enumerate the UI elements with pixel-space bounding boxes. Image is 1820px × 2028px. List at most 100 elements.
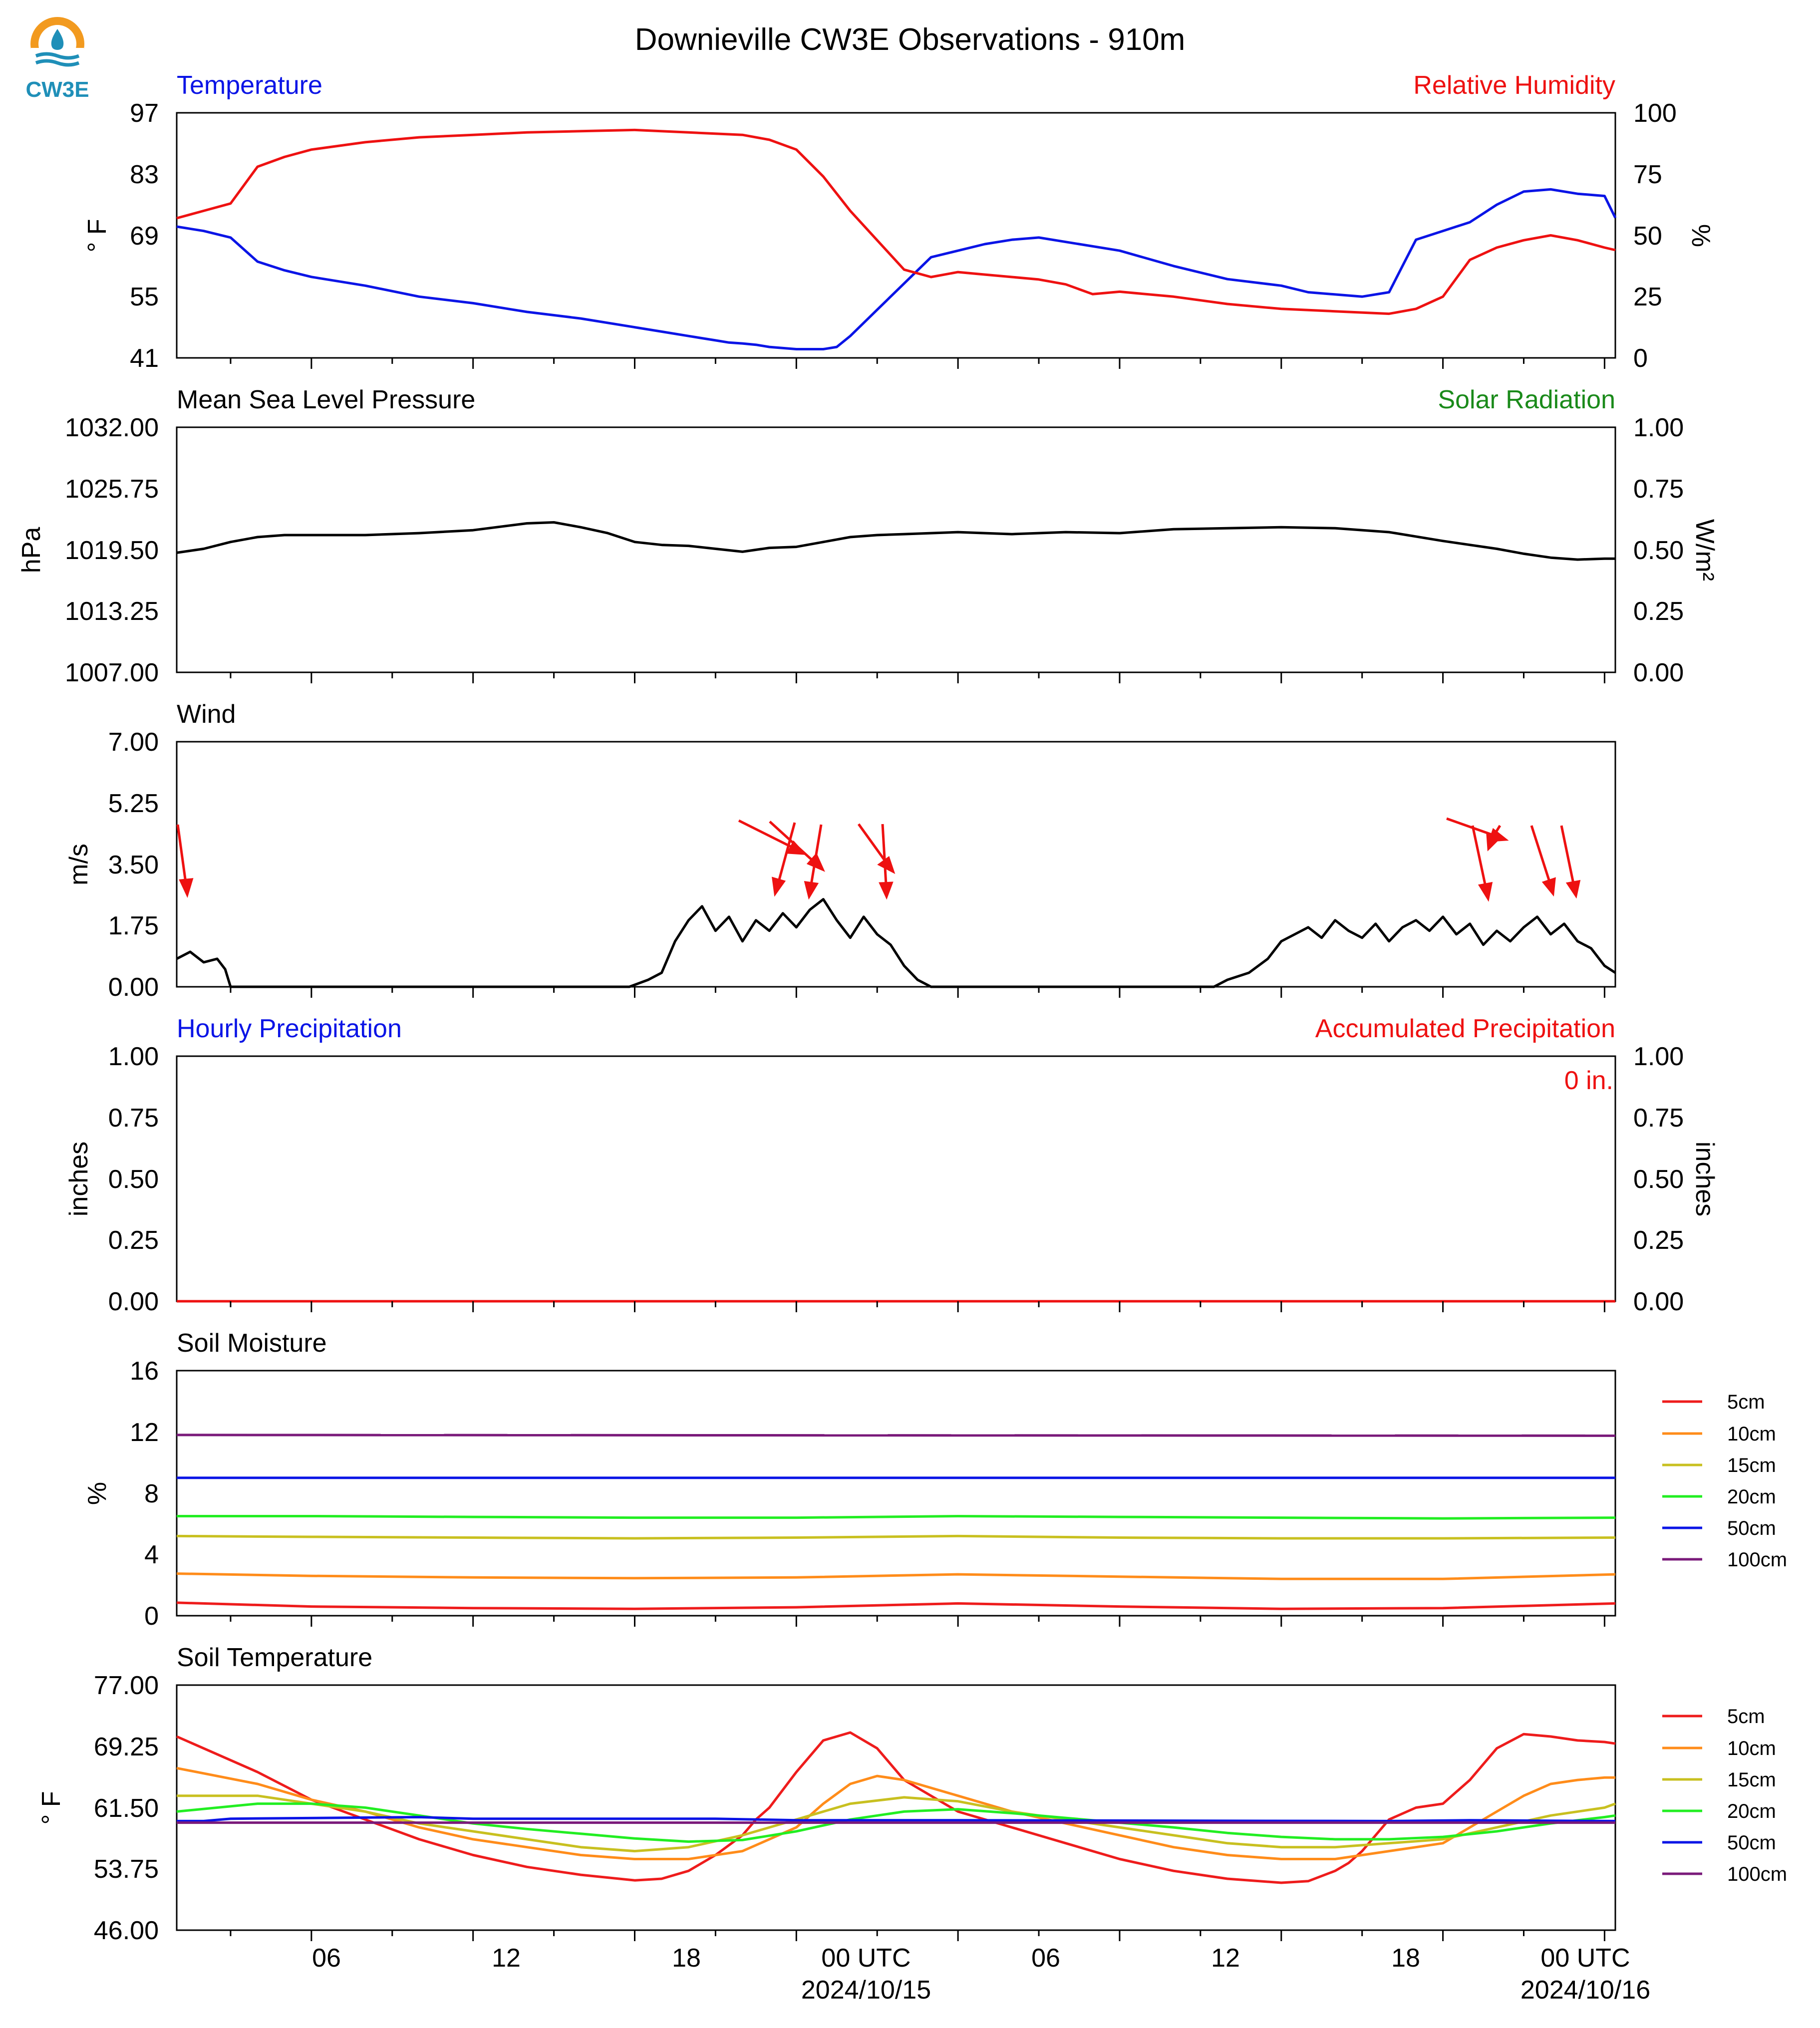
accum-precip-total: 0 in. — [1564, 1066, 1613, 1095]
water-drop-icon — [51, 29, 64, 50]
y-tick-label: 75 — [1633, 160, 1662, 189]
x-tick-label: 06 — [1031, 1944, 1060, 1973]
y-tick-label: 1007.00 — [65, 658, 159, 687]
plot-frame — [176, 741, 1616, 988]
series-group — [176, 898, 1616, 988]
series-line-5cm — [176, 1731, 1616, 1884]
y-tick-label: 8 — [144, 1479, 159, 1508]
series-line-20cm — [176, 1802, 1616, 1843]
legend-item: 15cm — [1662, 1454, 1776, 1476]
legend-label: 15cm — [1727, 1769, 1776, 1791]
y-tick-label: 1032.00 — [65, 413, 159, 442]
cw3e-logo: CW3E — [25, 17, 89, 102]
legend-label: 100cm — [1727, 1863, 1787, 1885]
legend-label: 5cm — [1727, 1706, 1765, 1728]
legend-item: 20cm — [1662, 1800, 1776, 1822]
wind-arrow — [1471, 825, 1493, 902]
y-tick-label: 1025.75 — [65, 475, 159, 504]
legend-label: 20cm — [1727, 1800, 1776, 1822]
y-axis-label-left: m/s — [64, 844, 93, 885]
series-group — [176, 521, 1615, 561]
y-tick-label: 0.50 — [108, 1165, 159, 1194]
legend: 5cm 10cm 15cm 20cm 50cm 100cm — [1662, 1706, 1787, 1885]
y-tick-label: 25 — [1633, 283, 1662, 311]
y-tick-label: 83 — [130, 160, 159, 189]
series-line-50cm — [177, 1816, 1616, 1822]
y-axis-right: 1.00 0.75 0.50 0.25 0.00 — [1633, 413, 1684, 687]
x-axis-ticks — [230, 358, 1605, 1941]
series-line-10cm — [176, 1572, 1616, 1580]
y-tick-label: 0.00 — [108, 973, 159, 1002]
wind-arrow — [1530, 825, 1556, 897]
y-tick-label: 0.75 — [1633, 475, 1684, 504]
y-tick-label: 12 — [130, 1418, 159, 1447]
y-axis-left: 7.00 5.25 3.50 1.75 0.00 — [108, 728, 159, 1002]
y-tick-label: 41 — [130, 344, 159, 373]
plot-frame — [176, 1684, 1616, 1931]
legend-item: 10cm — [1662, 1423, 1776, 1445]
legend-label: 20cm — [1727, 1486, 1776, 1508]
hourly-precip-title: Hourly Precipitation — [177, 1014, 402, 1043]
plot-frame — [176, 1370, 1616, 1617]
plot-frame — [176, 112, 1616, 359]
x-tick-label: 18 — [1391, 1944, 1420, 1973]
series-line-20cm — [177, 1515, 1616, 1520]
panel-precipitation: Hourly Precipitation Accumulated Precipi… — [64, 1014, 1719, 1316]
x-tick-label: 00 UTC — [821, 1944, 910, 1973]
y-axis-label-left: ° F — [37, 1791, 66, 1824]
accum-precip-title: Accumulated Precipitation — [1315, 1014, 1615, 1043]
y-axis-label-left: ° F — [83, 219, 112, 252]
series-group — [176, 1731, 1616, 1884]
legend-item: 20cm — [1662, 1486, 1776, 1508]
wind-arrow — [176, 824, 194, 898]
y-tick-label: 50 — [1633, 222, 1662, 251]
soil-moisture-title: Soil Moisture — [177, 1329, 327, 1358]
series-line-15cm — [177, 1794, 1616, 1853]
y-tick-label: 0 — [144, 1602, 159, 1631]
y-axis-right: 1.00 0.75 0.50 0.25 0.00 — [1633, 1042, 1684, 1316]
y-axis-label-left: % — [83, 1482, 112, 1505]
y-axis-left: 1.00 0.75 0.50 0.25 0.00 — [108, 1042, 159, 1316]
y-tick-label: 5.25 — [108, 789, 159, 818]
y-tick-label: 55 — [130, 283, 159, 311]
y-axis-label-right: W/m² — [1690, 519, 1719, 581]
y-axis-label-left: inches — [64, 1142, 93, 1216]
wind-arrow — [879, 824, 894, 900]
solar-title: Solar Radiation — [1438, 385, 1615, 414]
legend-item: 5cm — [1662, 1391, 1765, 1413]
y-tick-label: 1.00 — [108, 1042, 159, 1071]
plot-frame — [176, 1055, 1616, 1302]
logo-text: CW3E — [25, 77, 89, 102]
y-axis-label-right: % — [1686, 224, 1715, 247]
panel-soil-temperature: Soil Temperature 77.00 69.25 61.50 53.75… — [37, 1643, 1787, 1945]
y-tick-label: 0 — [1633, 344, 1648, 373]
y-tick-label: 69.25 — [94, 1733, 159, 1761]
y-tick-label: 1019.50 — [65, 536, 159, 565]
series-line-15cm — [176, 1534, 1616, 1540]
wind-title: Wind — [177, 700, 236, 729]
legend: 5cm 10cm 15cm 20cm 50cm 100cm — [1662, 1391, 1787, 1571]
y-tick-label: 0.00 — [1633, 1287, 1684, 1316]
legend-label: 10cm — [1727, 1738, 1776, 1759]
y-tick-label: 0.25 — [108, 1226, 159, 1255]
temperature-title: Temperature — [177, 71, 322, 100]
y-tick-label: 77.00 — [94, 1671, 159, 1700]
wind-arrow — [772, 822, 796, 897]
legend-label: 100cm — [1727, 1549, 1787, 1571]
panel-soil-moisture: Soil Moisture 16 12 8 4 0 % 5cm 10cm 15c… — [83, 1329, 1787, 1631]
y-tick-label: 1013.25 — [65, 597, 159, 626]
series-line-wind-speed — [176, 898, 1616, 988]
series-line-mean-sea-level-pressure — [176, 521, 1615, 561]
series-group — [176, 1434, 1616, 1610]
y-axis-left: 16 12 8 4 0 — [130, 1357, 159, 1631]
x-tick-label: 12 — [492, 1944, 521, 1973]
series-line-temperature — [176, 188, 1617, 350]
series-group — [176, 128, 1617, 350]
x-tick-label: 18 — [672, 1944, 701, 1973]
x-date-label: 2024/10/15 — [801, 1976, 931, 2005]
y-axis-label-right: inches — [1690, 1142, 1719, 1216]
y-tick-label: 0.75 — [1633, 1104, 1684, 1133]
series-line-5cm — [176, 1601, 1616, 1610]
y-tick-label: 3.50 — [108, 851, 159, 879]
y-tick-label: 53.75 — [94, 1855, 159, 1884]
